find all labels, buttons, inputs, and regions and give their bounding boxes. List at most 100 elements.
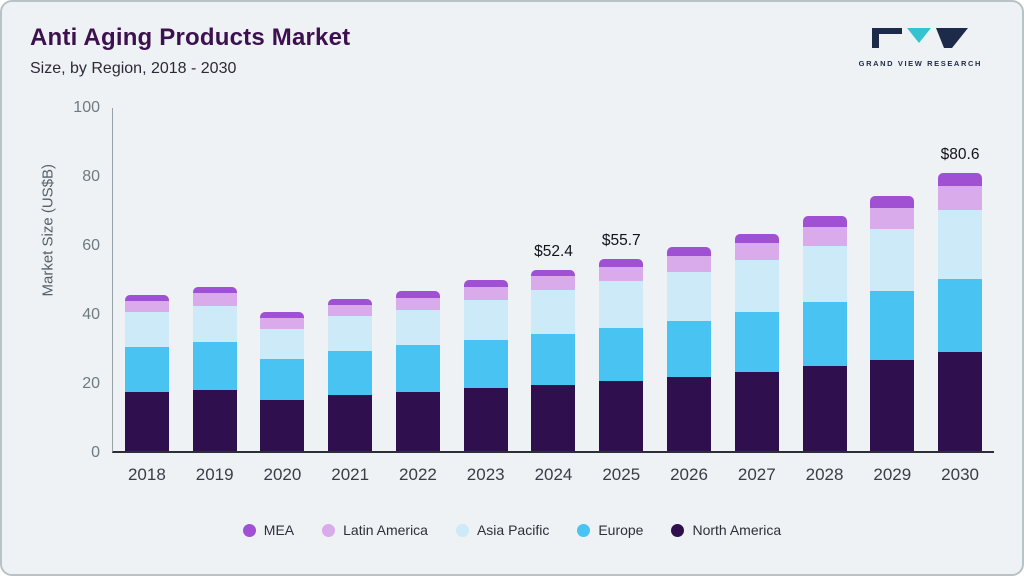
bar-stack-2030: [938, 172, 983, 451]
gvr-logo-text: GRAND VIEW RESEARCH: [858, 59, 982, 68]
segment-asia-pacific: [260, 328, 305, 360]
segment-mea: [938, 172, 983, 186]
segment-latin-america: [395, 297, 440, 310]
segment-latin-america: [938, 185, 983, 210]
segment-latin-america: [870, 208, 915, 229]
segment-mea: [463, 280, 508, 288]
legend-dot-north-america: [671, 523, 685, 537]
y-tick-100: 100: [73, 99, 100, 116]
bar-column-2024: 2024 $52.4: [520, 108, 588, 484]
segment-mea: [734, 233, 779, 243]
bar-column-2018: 2018: [113, 108, 181, 484]
bar-column-2028: 2028: [791, 108, 859, 484]
segment-latin-america: [599, 267, 644, 282]
chart-area: Market Size (US$B) 0 20 40 60 80 100 2018 2019…: [30, 99, 994, 508]
x-tick-2022: 2022: [399, 465, 437, 484]
segment-europe: [260, 359, 305, 400]
segment-mea: [260, 312, 305, 318]
bar-column-2030: 2030 $80.6: [926, 108, 994, 484]
segment-latin-america: [667, 256, 711, 272]
segment-mea: [328, 299, 373, 306]
y-tick-80: 80: [82, 168, 100, 185]
segment-north-america: [260, 399, 305, 451]
segment-europe: [870, 291, 915, 360]
segment-asia-pacific: [802, 245, 847, 303]
segment-north-america: [395, 391, 440, 451]
segment-asia-pacific: [734, 259, 779, 312]
bar-column-2026: 2026: [655, 108, 723, 484]
segment-asia-pacific: [124, 312, 169, 347]
bar-column-2019: 2019: [181, 108, 249, 484]
segment-mea: [802, 216, 847, 228]
segment-asia-pacific: [328, 316, 373, 351]
segment-latin-america: [192, 293, 237, 306]
legend-label-europe: Europe: [598, 522, 644, 538]
plot-area: 2018 2019 2020 2021 2022 2023 2024 $52.4 2025 $55…: [112, 108, 994, 484]
legend-label-mea: MEA: [263, 522, 295, 538]
segment-latin-america: [531, 276, 576, 290]
x-tick-2026: 2026: [670, 465, 708, 484]
chart-subtitle: Size, by Region, 2018 - 2030: [30, 60, 237, 77]
segment-europe: [599, 327, 644, 382]
segment-mea: [124, 295, 169, 301]
segment-mea: [870, 195, 915, 209]
segment-latin-america: [802, 227, 847, 246]
data-label-2024: $52.4: [534, 243, 573, 261]
segment-europe: [802, 302, 847, 367]
segment-europe: [938, 278, 983, 353]
legend-dot-europe: [577, 523, 591, 537]
header: Anti Aging Products Market Size, by Regi…: [30, 24, 994, 78]
legend-item-latin-america: Latin America: [322, 522, 428, 538]
x-tick-2021: 2021: [331, 465, 370, 484]
bar-stack-2018: [124, 295, 169, 451]
bar-stack-2029: [870, 195, 915, 451]
bar-column-2027: 2027: [723, 108, 791, 484]
segment-asia-pacific: [870, 228, 915, 292]
segment-latin-america: [124, 300, 169, 313]
segment-mea: [192, 287, 237, 294]
data-label-2025: $55.7: [601, 231, 641, 249]
x-tick-2020: 2020: [263, 465, 302, 484]
legend: MEA Latin America Asia Pacific Europe North …: [30, 522, 994, 538]
bar-stack-2021: [328, 299, 373, 451]
segment-asia-pacific: [938, 209, 983, 279]
segment-asia-pacific: [531, 289, 576, 335]
segment-north-america: [734, 372, 779, 451]
bar-column-2023: 2023: [452, 108, 520, 484]
y-axis-ticks: 0 20 40 60 80 100: [60, 99, 112, 461]
segment-latin-america: [463, 287, 508, 300]
segment-north-america: [667, 376, 711, 451]
bar-stack-2019: [192, 287, 237, 451]
x-tick-2029: 2029: [873, 465, 912, 484]
segment-north-america: [599, 381, 644, 451]
y-axis-title: Market Size (US$B): [39, 163, 57, 297]
legend-dot-asia-pacific: [455, 523, 469, 537]
bar-stack-2026: [667, 247, 711, 451]
legend-item-asia-pacific: Asia Pacific: [455, 522, 549, 538]
segment-north-america: [124, 392, 169, 451]
x-tick-2027: 2027: [737, 465, 776, 484]
bars-container: 2018 2019 2020 2021 2022 2023 2024 $52.4 2025 $55…: [113, 108, 994, 484]
legend-label-latin-america: Latin America: [343, 522, 428, 538]
gvr-logo: GRAND VIEW RESEARCH: [859, 26, 982, 68]
y-tick-0: 0: [91, 444, 100, 461]
y-tick-40: 40: [82, 306, 100, 323]
bar-stack-2020: [260, 312, 305, 451]
segment-europe: [734, 311, 779, 373]
bar-column-2025: 2025 $55.7: [587, 108, 655, 484]
segment-europe: [531, 334, 576, 386]
x-tick-2023: 2023: [466, 465, 505, 484]
x-tick-2018: 2018: [127, 465, 166, 484]
legend-dot-mea: [242, 523, 256, 537]
x-tick-2025: 2025: [602, 465, 641, 484]
segment-europe: [124, 346, 169, 393]
bar-column-2022: 2022: [384, 108, 452, 484]
segment-north-america: [328, 395, 373, 451]
segment-mea: [667, 247, 711, 257]
legend-item-north-america: North America: [671, 522, 781, 538]
bar-stack-2023: [463, 280, 508, 451]
bar-column-2029: 2029: [858, 108, 926, 484]
segment-asia-pacific: [463, 299, 508, 340]
y-axis-title-col: Market Size (US$B): [30, 108, 60, 508]
segment-mea: [599, 258, 644, 268]
